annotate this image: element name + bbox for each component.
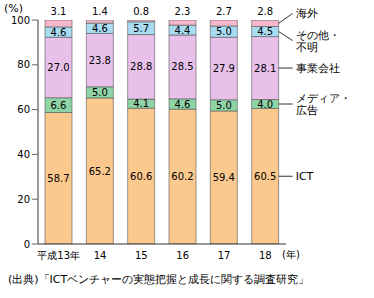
svg-text:6.6: 6.6: [51, 100, 67, 111]
svg-text:18: 18: [259, 250, 272, 261]
svg-text:ICT: ICT: [296, 170, 314, 183]
svg-text:事業会社: 事業会社: [296, 62, 340, 75]
svg-text:100: 100: [11, 15, 30, 26]
svg-text:14: 14: [94, 250, 107, 261]
svg-text:4.5: 4.5: [257, 26, 273, 37]
svg-text:28.8: 28.8: [130, 61, 152, 72]
svg-text:4.0: 4.0: [257, 99, 273, 110]
svg-text:23.8: 23.8: [89, 55, 111, 66]
svg-text:65.2: 65.2: [89, 166, 111, 177]
svg-text:平成13年: 平成13年: [37, 250, 80, 261]
svg-text:4.6: 4.6: [175, 99, 191, 110]
svg-text:4.6: 4.6: [92, 23, 108, 34]
svg-text:メディア・広告: メディア・広告: [296, 92, 351, 117]
svg-text:60.6: 60.6: [130, 171, 152, 182]
svg-text:2.7: 2.7: [216, 6, 232, 17]
svg-text:60.2: 60.2: [171, 171, 193, 182]
svg-text:5.7: 5.7: [133, 23, 149, 34]
svg-text:4.6: 4.6: [51, 27, 67, 38]
svg-text:16: 16: [176, 250, 189, 261]
svg-text:0: 0: [24, 239, 30, 250]
svg-text:海外: 海外: [296, 7, 318, 20]
html-text:(出典)「ICTベンチャーの実態把握と成長に関する調査研究」: (出典)「ICTベンチャーの実態把握と成長に関する調査研究」: [8, 273, 310, 286]
svg-text:28.5: 28.5: [171, 61, 193, 72]
svg-text:5.0: 5.0: [216, 100, 232, 111]
svg-text:27.0: 27.0: [47, 62, 69, 73]
svg-text:4.1: 4.1: [133, 98, 149, 109]
svg-text:60.5: 60.5: [254, 171, 276, 182]
svg-text:2.3: 2.3: [175, 6, 191, 17]
svg-text:27.9: 27.9: [213, 63, 235, 74]
svg-text:5.0: 5.0: [92, 87, 108, 98]
svg-text:0.8: 0.8: [133, 6, 149, 17]
svg-text:2.8: 2.8: [257, 6, 273, 17]
svg-text:20: 20: [17, 194, 30, 205]
svg-text:59.4: 59.4: [213, 172, 235, 183]
svg-text:80: 80: [17, 59, 30, 70]
svg-text:28.1: 28.1: [254, 63, 276, 74]
svg-text:60: 60: [17, 104, 30, 115]
svg-text:5.0: 5.0: [216, 26, 232, 37]
html-text:(年): (年): [282, 249, 300, 260]
svg-text:その他・不明: その他・不明: [296, 28, 340, 53]
svg-text:4.4: 4.4: [175, 25, 191, 36]
svg-text:3.1: 3.1: [51, 6, 67, 17]
svg-text:40: 40: [17, 149, 30, 160]
svg-text:17: 17: [218, 250, 231, 261]
svg-text:58.7: 58.7: [47, 173, 69, 184]
svg-text:1.4: 1.4: [92, 6, 108, 17]
svg-text:15: 15: [135, 250, 148, 261]
